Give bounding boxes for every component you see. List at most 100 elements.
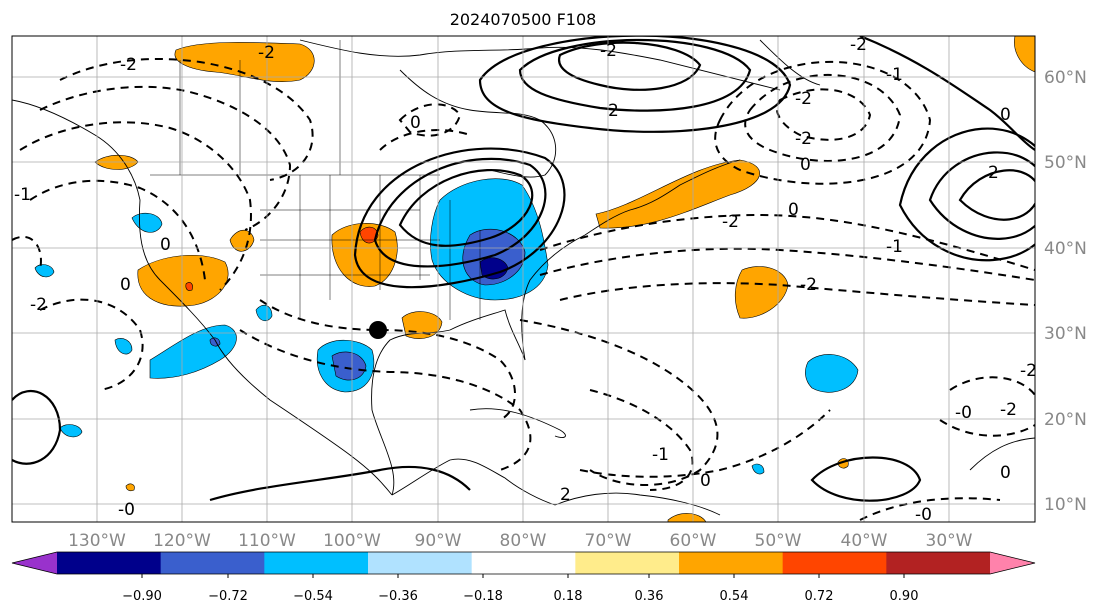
- negative-contour-north-atlantic-2: [744, 73, 902, 162]
- colorbar-tick-label: 0.36: [635, 589, 664, 604]
- map-frame: [11, 35, 1036, 523]
- lon-label: 60°W: [670, 531, 717, 551]
- contour-label: 0: [700, 471, 711, 491]
- colorbar-tick-label: 0.72: [805, 589, 834, 604]
- colorbar-tick-label: 0.90: [890, 589, 919, 604]
- positive-contour-lake-region-1: [398, 168, 534, 247]
- positive-contour-arctic-2: [518, 39, 752, 112]
- colorbar-extend-low: [12, 552, 57, 574]
- state-borders: [150, 40, 481, 320]
- negative-contour-east-atlantic-1: [949, 376, 1035, 396]
- coastline-central-america: [391, 458, 556, 506]
- positive-contour-pacific-sw: [12, 389, 62, 465]
- negative-contour-south-plains-1: [259, 299, 516, 421]
- negative-contour-canada-1: [398, 103, 462, 137]
- positive-contour-northeast: [859, 36, 1035, 151]
- lon-label: 30°W: [926, 531, 973, 551]
- colorbar-extend-high: [990, 552, 1035, 574]
- contour-label: 2: [608, 101, 619, 121]
- positive-area-tiny: [125, 483, 135, 492]
- lat-label: 50°N: [1044, 153, 1087, 173]
- lat-label: 10°N: [1044, 495, 1087, 515]
- negative-contour-north-atlantic-1: [775, 88, 872, 141]
- contour-label: 0: [120, 275, 131, 295]
- negative-contour-atlantic-5: [589, 389, 694, 491]
- strong-positive-area: [359, 226, 379, 244]
- colorbar-tick-label: −0.18: [463, 589, 503, 604]
- lon-label: 100°W: [323, 531, 381, 551]
- negative-contour-pacific-far-west: [12, 235, 42, 271]
- coastline-east: [521, 159, 741, 361]
- contour-label: -2: [795, 89, 812, 109]
- positive-contour-south-1: [810, 456, 922, 502]
- positive-contour-arctic-3: [478, 36, 792, 133]
- colorbar-swatch: [471, 552, 576, 574]
- negative-contour-atlantic-2: [539, 247, 1035, 281]
- negative-contour-south-1: [579, 409, 831, 478]
- colorbar-tick-label: 0.18: [554, 589, 583, 604]
- negative-contour-atlantic-3: [559, 282, 1035, 306]
- colorbar-tick-label: −0.54: [293, 589, 333, 604]
- positive-contour-lake-region-3: [353, 147, 566, 289]
- positive-area-greenland: [1014, 36, 1035, 73]
- colorbar-tick-label: −0.36: [378, 589, 418, 604]
- negative-contour-atlantic-1: [539, 213, 1035, 271]
- lat-label: 20°N: [1044, 410, 1087, 430]
- longitude-labels: 130°W 120°W 110°W 100°W 90°W 80°W 70°W 6…: [68, 531, 973, 551]
- latitude-labels: 60°N 50°N 40°N 30°N 20°N 10°N: [1044, 68, 1087, 515]
- positive-area-great-basin: [137, 255, 229, 307]
- negative-contour-west-1: [59, 58, 314, 181]
- negative-area-atlantic: [805, 354, 859, 393]
- colorbar-swatch: [57, 552, 162, 574]
- contour-lines: [12, 36, 1035, 521]
- location-marker: [369, 321, 387, 339]
- negative-area-pacific-3: [114, 338, 133, 355]
- colorbar-swatch: [782, 552, 887, 574]
- contour-label: -2: [722, 212, 739, 232]
- negative-area-caribbean: [751, 463, 765, 475]
- lon-label: 40°W: [841, 531, 888, 551]
- positive-area-bc: [229, 229, 255, 252]
- contour-label: -1: [652, 445, 669, 465]
- positive-area-alaska: [174, 42, 315, 82]
- contour-label: -1: [886, 237, 903, 257]
- strong-negative-area-baja: [209, 337, 221, 347]
- contour-label: -0: [915, 505, 932, 525]
- coastline-africa: [969, 437, 1035, 471]
- colorbar-swatch: [160, 552, 265, 574]
- negative-contour-southwest: [39, 298, 144, 391]
- colorbar-swatch: [264, 552, 369, 574]
- lon-label: 70°W: [585, 531, 632, 551]
- contour-label: 2: [560, 485, 571, 505]
- contour-label: -0: [955, 403, 972, 423]
- negative-contour-north-atlantic-3: [714, 60, 932, 185]
- colorbar-swatch: [575, 552, 680, 574]
- positive-contour-atlantic-east-1: [958, 169, 1035, 221]
- colorbar-tick-label: 0.54: [720, 589, 749, 604]
- positive-area-south: [667, 513, 707, 522]
- colorbar-tick-label: −0.72: [208, 589, 248, 604]
- positive-contour-south-2: [209, 465, 471, 502]
- colorbar-labels: −0.90 −0.72 −0.54 −0.36 −0.18 0.18 0.36 …: [122, 589, 918, 604]
- contour-label: -2: [850, 35, 867, 55]
- lon-label: 110°W: [238, 531, 296, 551]
- contour-label: -2: [600, 41, 617, 61]
- lat-label: 40°N: [1044, 239, 1087, 259]
- coastline-cuba: [469, 408, 566, 439]
- contour-label: -2: [258, 43, 275, 63]
- contour-label: -1: [14, 185, 31, 205]
- lon-label: 90°W: [415, 531, 462, 551]
- colorbar: [11, 551, 1036, 578]
- colorbar-swatch: [886, 552, 991, 574]
- lon-label: 50°W: [755, 531, 802, 551]
- lon-label: 120°W: [153, 531, 211, 551]
- contour-label: 0: [1000, 105, 1011, 125]
- positive-area-atlantic: [734, 266, 789, 319]
- negative-contour-south-plains-2: [239, 329, 532, 471]
- lat-label: 30°N: [1044, 324, 1087, 344]
- contour-label: -0: [118, 500, 135, 520]
- contour-label: 0: [1000, 463, 1011, 483]
- negative-area-pacific-4: [59, 424, 83, 438]
- contour-label: -2: [800, 275, 817, 295]
